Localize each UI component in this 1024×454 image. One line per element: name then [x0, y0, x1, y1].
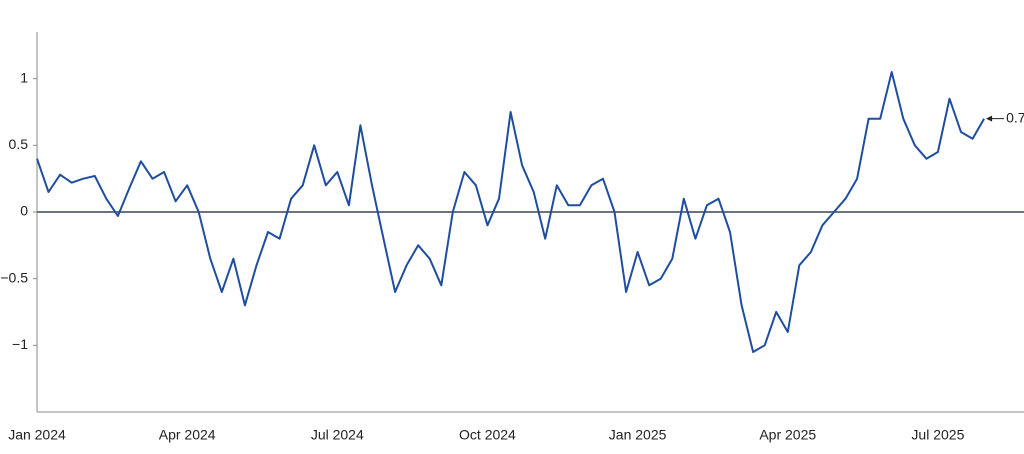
annotation: 0.7 [1006, 109, 1024, 125]
y-tick-label: −1 [12, 336, 28, 352]
y-tick-label: −0.5 [0, 269, 28, 285]
x-tick-label: Apr 2024 [159, 427, 216, 443]
line [36, 71, 985, 353]
x-tick-label: Jul 2024 [311, 427, 364, 443]
y-tick-label: 0.5 [9, 136, 29, 152]
x-tick-label: Oct 2024 [459, 427, 516, 443]
x-tick-label: Jul 2025 [911, 427, 964, 443]
x-tick-label: Jan 2025 [609, 427, 667, 443]
x-tick-label: Jan 2024 [8, 427, 66, 443]
y-tick-label: 0 [20, 203, 28, 219]
x-tick-label: Apr 2025 [759, 427, 816, 443]
y-tick-label: 1 [20, 69, 28, 85]
annotation-arrowhead [986, 115, 993, 122]
